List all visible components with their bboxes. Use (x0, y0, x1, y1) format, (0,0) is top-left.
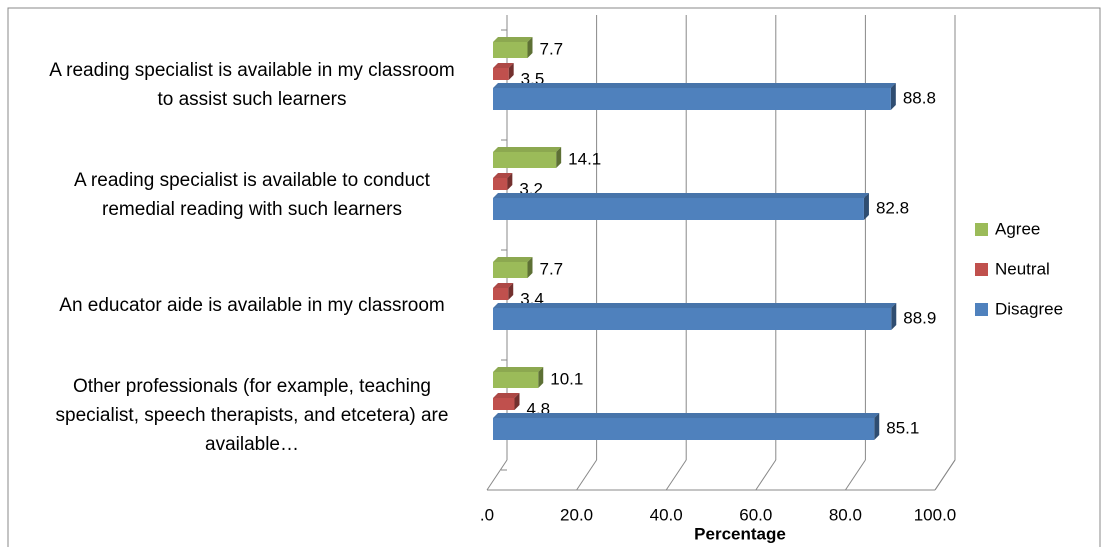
x-axis-label: Percentage (694, 524, 786, 543)
grid-floor (576, 459, 598, 491)
bar (493, 42, 528, 58)
bar (493, 288, 509, 300)
bar-side (863, 193, 869, 220)
y-tick-label: Other professionals (for example, teachi… (55, 375, 449, 455)
data-label: 82.8 (876, 198, 909, 217)
legend-label: Neutral (995, 259, 1050, 278)
bar-side (514, 393, 520, 410)
bar-side (891, 303, 897, 330)
bar-side (507, 173, 513, 190)
legend-label: Agree (995, 219, 1040, 238)
x-tick-label: 80.0 (829, 505, 862, 524)
chart-border (7, 7, 1101, 547)
data-label: 14.1 (568, 149, 601, 168)
x-tick-label: .0 (480, 505, 494, 524)
bar-side (556, 147, 562, 168)
y-tick-label: A reading specialist is available in my … (49, 60, 455, 110)
bar-top (493, 193, 869, 198)
bar-top (493, 83, 896, 88)
bar-top (493, 303, 897, 308)
data-label: 10.1 (550, 369, 583, 388)
bar (493, 152, 557, 168)
bar (493, 372, 539, 388)
bar-side (874, 413, 880, 440)
legend-swatch (975, 303, 988, 316)
bar (493, 308, 892, 330)
bar-side (527, 37, 533, 58)
grid-floor (934, 459, 956, 491)
bar-top (493, 367, 544, 372)
bar-top (493, 37, 533, 42)
bar-top (493, 283, 514, 288)
y-tick-label: An educator aide is available in my clas… (59, 294, 445, 316)
bar-top (493, 173, 513, 178)
bar-top (493, 257, 533, 262)
legend-swatch (975, 263, 988, 276)
bar-side (538, 367, 544, 388)
bar (493, 198, 864, 220)
bar-side (508, 283, 514, 300)
grid-floor (844, 459, 866, 491)
data-label: 88.8 (903, 88, 936, 107)
x-tick-label: 100.0 (914, 505, 957, 524)
grid-floor (486, 459, 508, 491)
grid-floor (755, 459, 777, 491)
grid-floor (665, 459, 687, 491)
legend-label: Disagree (995, 299, 1063, 318)
bar-top (493, 413, 880, 418)
x-tick-label: 60.0 (739, 505, 772, 524)
bar (493, 178, 508, 190)
data-label: 88.9 (903, 308, 936, 327)
x-tick-label: 20.0 (560, 505, 593, 524)
bar-side (527, 257, 533, 278)
bar (493, 68, 509, 80)
x-tick-label: 40.0 (650, 505, 683, 524)
legend-swatch (975, 223, 988, 236)
bar-top (493, 63, 514, 68)
bar-side (508, 63, 514, 80)
data-label: 7.7 (539, 39, 563, 58)
bar-top (493, 393, 520, 398)
bar (493, 262, 528, 278)
bar-top (493, 147, 562, 152)
data-label: 7.7 (539, 259, 563, 278)
bar (493, 88, 891, 110)
bar (493, 418, 875, 440)
y-tick-label: A reading specialist is available to con… (74, 170, 430, 220)
bar (493, 398, 515, 410)
bar-side (890, 83, 896, 110)
data-label: 85.1 (886, 418, 919, 437)
